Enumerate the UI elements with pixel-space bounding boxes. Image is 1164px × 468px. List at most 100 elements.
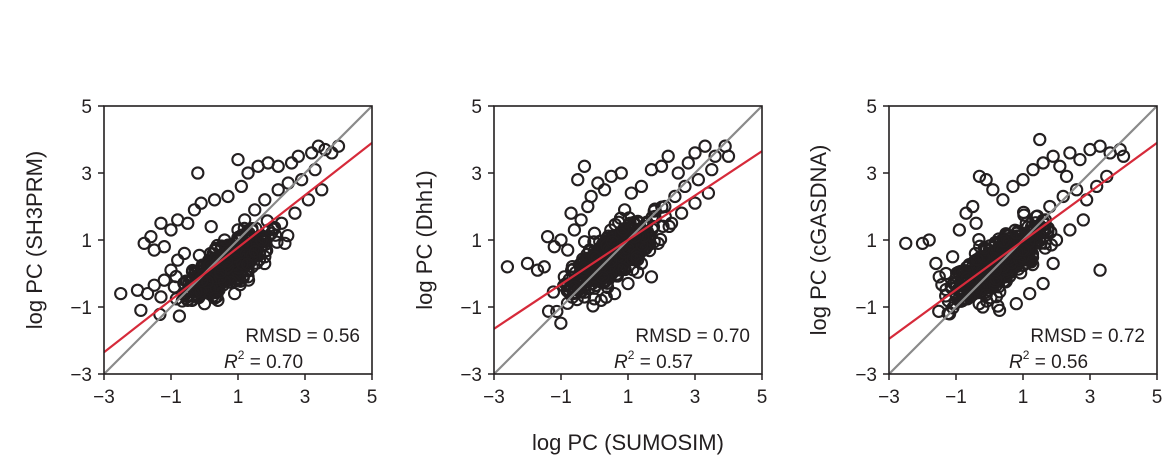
scatter-point [977, 250, 991, 264]
scatter-point [147, 278, 161, 292]
scatter-point [668, 189, 682, 204]
scatter-point [597, 183, 612, 197]
scatter-point [171, 253, 185, 267]
scatter-point [200, 275, 215, 289]
scatter-point [989, 272, 1003, 286]
scatter-point [661, 149, 675, 163]
scatter-point [698, 139, 712, 153]
scatter-point [932, 304, 946, 318]
scatter-panel-sh3prm: −3 −1 1 3 5 5 3 1 −1 −3 log PC (SH3PRM) RMSD = 0.56… [22, 97, 377, 408]
y-tick-label: 5 [866, 97, 877, 118]
x-tick-label: −3 [93, 387, 115, 408]
scatter-point [1033, 132, 1047, 147]
scatter-point [234, 179, 248, 194]
scatter-point [134, 303, 148, 317]
y-tick-label: −1 [460, 298, 482, 319]
y-axis-title: log PC (SH3PRM) [22, 151, 47, 329]
scatter-point [1016, 243, 1030, 257]
scatter-point [664, 216, 679, 230]
scatter-point [651, 236, 665, 250]
scatter-point [1002, 235, 1016, 249]
scatter-point [969, 216, 983, 230]
scatter-point [1063, 223, 1077, 237]
x-tick-label: −3 [878, 387, 900, 408]
r2-symbol: R [614, 352, 628, 373]
scatter-point [240, 257, 255, 271]
scatter-point [929, 256, 943, 271]
scatter-point [241, 270, 255, 284]
x-tick-label: 5 [1152, 387, 1163, 408]
scatter-point [972, 297, 986, 311]
scatter-point [318, 142, 332, 157]
scatter-point [977, 241, 992, 255]
x-tick-label: −3 [483, 387, 505, 408]
scatter-point [1093, 263, 1107, 277]
scatter-point [596, 270, 610, 284]
scatter-panel-cgasdna: −3 −1 1 3 5 5 3 1 −1 −3 log PC (cGASDNA) RMSD = 0.7… [806, 97, 1162, 408]
scatter-point [962, 290, 977, 304]
x-tick-label: −1 [160, 387, 182, 408]
y-tick-label: −1 [70, 298, 92, 319]
scatter-point [1056, 189, 1070, 204]
scatter-point [181, 293, 195, 307]
scatter-point [547, 240, 561, 254]
scatter-point [204, 219, 218, 234]
scatter-point [221, 189, 235, 204]
y-tick-label: 3 [866, 164, 877, 185]
r2-superscript: 2 [1023, 348, 1030, 362]
scatter-point [654, 159, 669, 173]
scatter-point [140, 286, 155, 301]
scatter-point [577, 290, 592, 304]
scatter-point [137, 236, 151, 250]
scatter-point [1076, 213, 1090, 227]
scatter-point [1063, 146, 1077, 160]
scatter-point [1049, 233, 1064, 247]
scatter-point [634, 256, 649, 271]
scatter-point [996, 193, 1010, 207]
scatter-point [264, 226, 279, 240]
scatter-point [1023, 286, 1037, 301]
scatter-point [224, 275, 238, 289]
scatter-point [972, 169, 987, 183]
scatter-point [537, 260, 551, 274]
scatter-point [705, 162, 719, 177]
scatter-point [644, 270, 659, 284]
scatter-point [571, 173, 585, 187]
x-tick-label: 1 [623, 387, 634, 408]
scatter-point [957, 264, 972, 278]
scatter-point [1059, 169, 1074, 183]
scatter-point [1016, 173, 1030, 187]
x-tick-label: 1 [233, 387, 244, 408]
scatter-point [248, 203, 262, 217]
x-tick-label: 5 [757, 387, 768, 408]
scatter-point [550, 304, 564, 319]
y-tick-label: 3 [471, 164, 482, 185]
scatter-point [939, 266, 953, 281]
scatter-point [1090, 179, 1104, 194]
scatter-point [586, 276, 600, 290]
scatter-point [1006, 179, 1020, 194]
scatter-point [979, 173, 993, 187]
scatter-point [678, 179, 692, 194]
scatter-point [617, 245, 631, 259]
scatter-point [1093, 139, 1107, 153]
scatter-point [278, 236, 292, 250]
scatter-point [922, 233, 936, 247]
scatter-point [177, 246, 192, 261]
scatter-point [114, 286, 128, 301]
y-tick-label: −1 [855, 298, 877, 319]
fit-line [889, 141, 1157, 340]
plot-area [104, 106, 372, 374]
scatter-point [647, 204, 661, 218]
rmsd-annotation: RMSD = 0.70 [635, 326, 750, 347]
scatter-point [587, 226, 602, 240]
scatter-point [1019, 216, 1033, 230]
scatter-point [1046, 256, 1060, 271]
y-tick-label: 3 [81, 164, 92, 185]
identity-line [104, 106, 372, 374]
scatter-point [1069, 183, 1084, 197]
scatter-point [288, 206, 302, 220]
scatter-point [578, 285, 592, 299]
scatter-point [997, 234, 1011, 248]
scatter-point [561, 243, 575, 257]
